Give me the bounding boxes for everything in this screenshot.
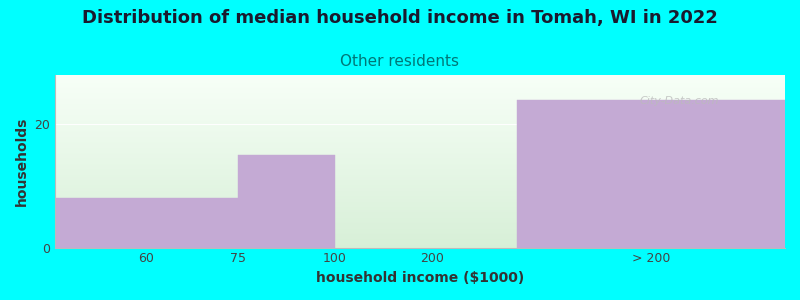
Bar xyxy=(238,155,335,247)
X-axis label: household income ($1000): household income ($1000) xyxy=(316,271,524,285)
Text: Distribution of median household income in Tomah, WI in 2022: Distribution of median household income … xyxy=(82,9,718,27)
Text: Other residents: Other residents xyxy=(341,54,459,69)
Y-axis label: households: households xyxy=(15,117,29,206)
Bar xyxy=(518,100,785,248)
Bar xyxy=(55,198,238,248)
Text: City-Data.com: City-Data.com xyxy=(639,96,718,106)
